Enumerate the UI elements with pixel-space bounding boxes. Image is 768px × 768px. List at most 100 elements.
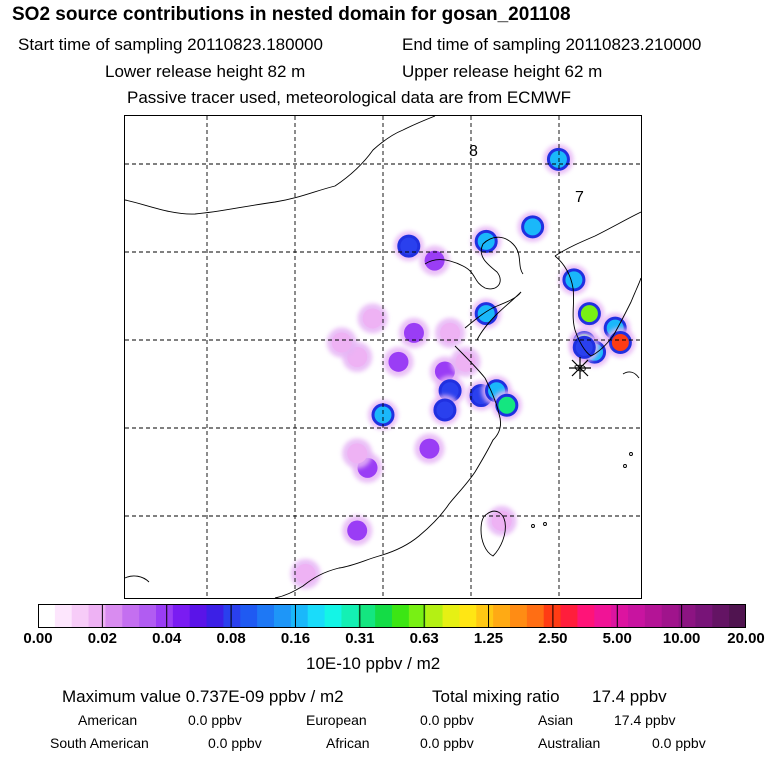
region-african-label: African xyxy=(326,735,370,751)
chart-title: SO2 source contributions in nested domai… xyxy=(12,4,571,25)
colorbar-cell xyxy=(139,604,157,628)
concentration-hotspot xyxy=(414,433,445,464)
colorbar-cell xyxy=(695,604,713,628)
concentration-hotspot xyxy=(398,317,429,348)
colorbar-cell xyxy=(341,604,359,628)
hotspot-core xyxy=(433,398,457,422)
hotspot-core xyxy=(331,332,352,353)
lower-release-label: Lower release height 82 m xyxy=(105,62,306,81)
concentration-hotspot xyxy=(368,399,398,430)
bohai-coastline xyxy=(424,236,524,290)
colorbar-cell xyxy=(493,604,511,628)
hotspot-core xyxy=(295,563,316,584)
colorbar-tick-label: 1.25 xyxy=(473,630,504,647)
colorbar-cell xyxy=(54,604,73,628)
colorbar-cell xyxy=(324,604,342,628)
colorbar-tick-label: 20.00 xyxy=(727,630,765,647)
colorbar-tick-label: 0.00 xyxy=(23,630,53,647)
hotspot-core xyxy=(474,302,498,326)
hotspot-core xyxy=(388,351,409,372)
colorbar-tick-label: 0.02 xyxy=(87,630,117,647)
colorbar-cell xyxy=(729,604,746,628)
colorbar-tick-label: 0.04 xyxy=(152,630,182,647)
colorbar-cell xyxy=(38,604,56,628)
island-dot xyxy=(531,524,535,528)
colorbar-cell xyxy=(392,604,410,628)
region-american-label: American xyxy=(78,712,138,728)
colorbar-cell xyxy=(240,604,258,628)
concentration-hotspot xyxy=(558,264,589,295)
region-asian-value: 17.4 ppbv xyxy=(614,712,676,728)
concentration-hotspot xyxy=(419,245,450,276)
concentration-hotspot xyxy=(342,438,373,469)
receptor-marker xyxy=(569,357,591,379)
hotspot-core xyxy=(362,308,383,329)
hotspot-core xyxy=(371,403,395,427)
plume-layer xyxy=(290,144,636,589)
map-panel: 8 7 xyxy=(124,115,642,599)
colorbar-cell xyxy=(290,604,309,628)
map-label-7: 7 xyxy=(575,189,584,206)
colorbar-cell xyxy=(122,604,140,628)
colorbar-cell xyxy=(543,604,562,628)
hotspot-core xyxy=(419,438,440,459)
island-dot xyxy=(623,464,627,468)
total-mixing-value: 17.4 ppbv xyxy=(592,687,667,706)
coastline-layer xyxy=(125,116,641,598)
colorbar-cell xyxy=(358,604,376,628)
station-star-icon xyxy=(571,359,589,377)
map-label-8: 8 xyxy=(469,143,478,160)
colorbar-cell xyxy=(442,604,460,628)
hotspot-core xyxy=(347,520,368,541)
colorbar-cell xyxy=(408,604,427,628)
max-value-label: Maximum value 0.737E-09 ppbv / m2 xyxy=(62,687,344,706)
upper-release-label: Upper release height 62 m xyxy=(402,62,603,81)
region-asian-label: Asian xyxy=(538,712,574,728)
hotspot-core xyxy=(495,393,519,417)
concentration-hotspot xyxy=(435,317,466,348)
region-australian-value: 0.0 ppbv xyxy=(652,735,706,751)
concentration-hotspot xyxy=(326,327,357,358)
colorbar-tick-label: 0.31 xyxy=(345,630,375,647)
colorbar-cell xyxy=(628,604,646,628)
hotspot-core xyxy=(347,443,368,464)
region-european-label: European xyxy=(306,712,367,728)
hotspot-core xyxy=(608,331,632,355)
colorbar-cell xyxy=(476,604,494,628)
korea-north-coastline xyxy=(554,211,641,257)
colorbar-cell xyxy=(274,604,292,628)
hotspot-core xyxy=(491,510,512,531)
island-dot xyxy=(543,522,547,526)
hotspot-core xyxy=(572,335,596,359)
colorbar-cell xyxy=(105,604,123,628)
colorbar-tick-label: 0.63 xyxy=(409,630,439,647)
colorbar-cell xyxy=(156,604,174,628)
colorbar-tick-label: 0.08 xyxy=(216,630,246,647)
region-south-american-label: South American xyxy=(50,735,149,751)
concentration-hotspot xyxy=(471,298,502,329)
colorbar-cell xyxy=(678,604,696,628)
colorbar-cell xyxy=(560,604,578,628)
concentration-hotspot xyxy=(393,231,424,262)
concentration-hotspot xyxy=(517,211,548,242)
concentration-hotspot xyxy=(450,346,481,377)
colorbar-cell xyxy=(611,604,629,628)
colorbar-outline xyxy=(38,604,746,628)
colorbar xyxy=(38,604,746,628)
colorbar-cell xyxy=(661,604,680,628)
concentration-hotspot xyxy=(569,332,600,363)
colorbar-cell xyxy=(526,604,545,628)
colorbar-cell xyxy=(644,604,663,628)
region-american-value: 0.0 ppbv xyxy=(188,712,242,728)
end-time-label: End time of sampling 20110823.210000 xyxy=(402,35,702,54)
region-european-value: 0.0 ppbv xyxy=(420,712,474,728)
region-african-value: 0.0 ppbv xyxy=(420,735,474,751)
colorbar-cell xyxy=(223,604,241,628)
colorbar-cell xyxy=(71,604,90,628)
total-mixing-label: Total mixing ratio xyxy=(432,687,560,706)
colorbar-cell xyxy=(307,604,326,628)
east-china-coastline xyxy=(274,345,502,598)
colorbar-cell xyxy=(172,604,191,628)
colorbar-cell xyxy=(510,604,528,628)
concentration-hotspot xyxy=(574,298,605,329)
